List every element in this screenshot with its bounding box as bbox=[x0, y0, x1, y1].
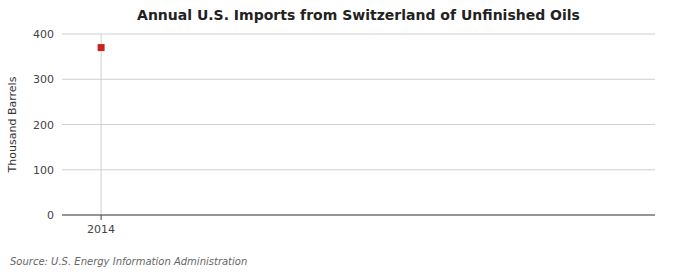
grid bbox=[62, 34, 655, 215]
y-grid-line bbox=[62, 124, 655, 125]
marks bbox=[98, 44, 105, 51]
chart-container: Annual U.S. Imports from Switzerland of … bbox=[0, 0, 675, 275]
y-axis-label: Thousand Barrels bbox=[6, 76, 19, 173]
y-tick-label: 100 bbox=[33, 164, 54, 177]
y-grid-line bbox=[62, 215, 655, 216]
data-point bbox=[98, 44, 105, 51]
source-note: Source: U.S. Energy Information Administ… bbox=[10, 256, 247, 267]
title: Annual U.S. Imports from Switzerland of … bbox=[137, 7, 580, 23]
y-grid-line bbox=[62, 169, 655, 170]
chart-svg: Annual U.S. Imports from Switzerland of … bbox=[0, 0, 675, 275]
y-grid-line bbox=[62, 34, 655, 35]
y-grid-line bbox=[62, 79, 655, 80]
y-tick-label: 200 bbox=[33, 119, 54, 132]
x-grid-line bbox=[101, 34, 102, 215]
y-tick-label: 400 bbox=[33, 28, 54, 41]
x-axis-line bbox=[62, 215, 655, 216]
y-tick-label: 0 bbox=[47, 209, 54, 222]
x-tick-mark bbox=[101, 215, 102, 220]
y-tick-label: 300 bbox=[33, 73, 54, 86]
x-tick-label: 2014 bbox=[87, 223, 115, 236]
